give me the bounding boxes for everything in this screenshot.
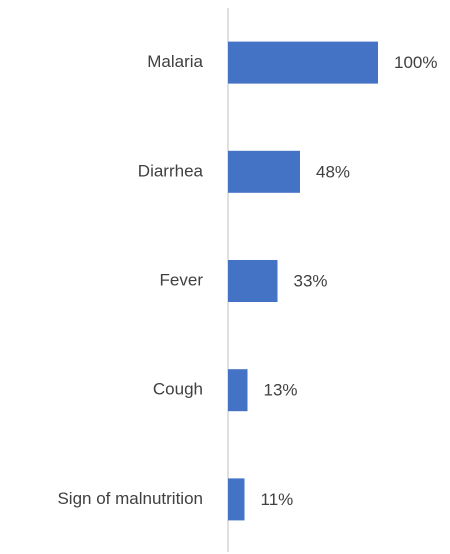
value-label: 11% — [261, 490, 294, 509]
bar — [228, 150, 300, 193]
bar — [228, 260, 278, 302]
value-label: 48% — [316, 162, 350, 181]
bar — [228, 369, 248, 412]
category-label: Malaria — [147, 52, 203, 71]
value-label: 33% — [294, 271, 328, 290]
category-label: Cough — [153, 380, 203, 399]
value-label: 13% — [264, 381, 298, 400]
category-label: Sign of malnutrition — [57, 489, 203, 508]
value-label: 100% — [394, 53, 437, 72]
bar — [228, 41, 378, 84]
category-label: Diarrhea — [138, 161, 204, 180]
category-label: Fever — [160, 270, 204, 289]
bar — [228, 478, 245, 521]
